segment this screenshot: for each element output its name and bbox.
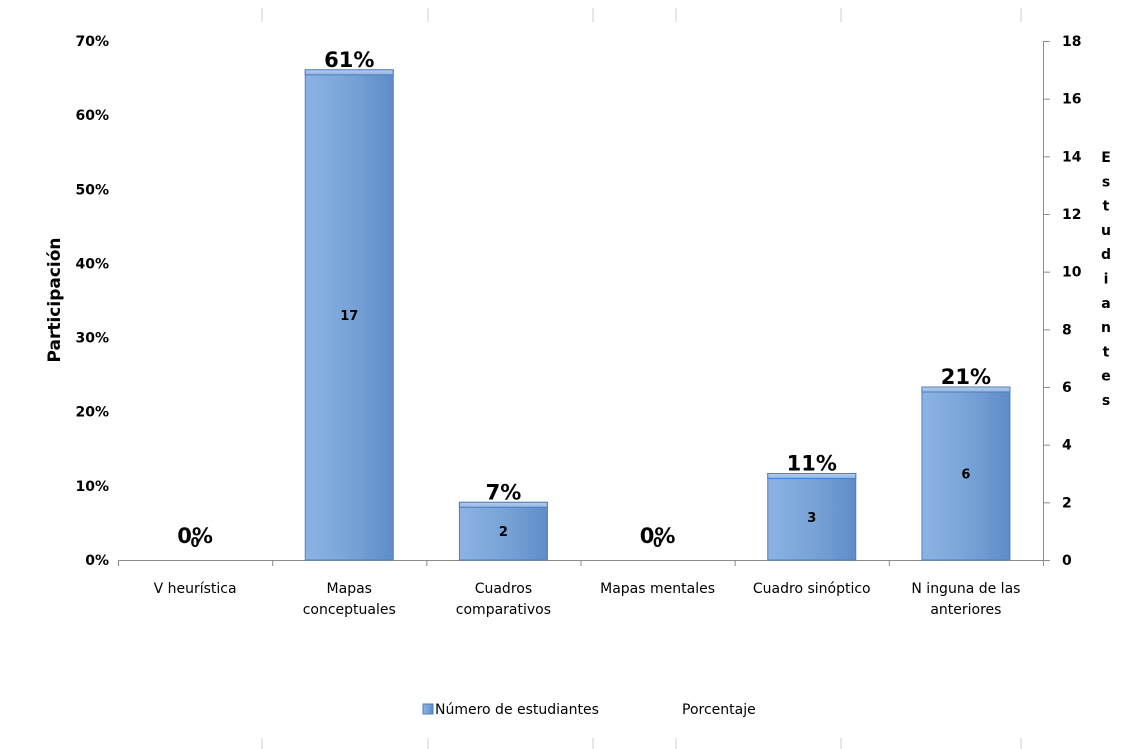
y2-axis-label-letter: e [1101, 369, 1111, 385]
y2-axis-label-letter: d [1101, 247, 1111, 263]
count-label: 0 [653, 536, 662, 551]
x-tick-label: Cuadros [475, 581, 532, 597]
y2-tick-label: 8 [1062, 322, 1072, 338]
count-label: 3 [807, 511, 816, 526]
count-label: 2 [499, 525, 508, 540]
y2-tick-label: 4 [1062, 438, 1072, 454]
x-tick-label: V heurística [154, 581, 237, 597]
percent-label: 11% [787, 452, 837, 476]
y2-axis-label-letter: u [1101, 223, 1111, 239]
legend-label-porcentaje: Porcentaje [682, 702, 756, 718]
x-tick-label: N inguna de las [911, 581, 1020, 597]
y2-axis-label-letter: s [1102, 393, 1110, 409]
y2-tick-label: 2 [1062, 495, 1072, 511]
x-tick-label: comparativos [456, 602, 551, 618]
y2-tick-label: 18 [1062, 34, 1081, 50]
y2-tick-label: 10 [1062, 265, 1082, 281]
y2-axis-label-letter: s [1102, 174, 1110, 190]
x-tick-label: conceptuales [303, 602, 396, 618]
y2-tick-label: 16 [1062, 92, 1081, 108]
count-label: 17 [340, 309, 358, 324]
y-tick-label: 40% [75, 256, 109, 272]
y-tick-label: 20% [75, 405, 109, 421]
bar-cap [458, 501, 548, 508]
y2-axis-label-letter: n [1101, 320, 1111, 336]
y2-axis-label-letter: t [1103, 199, 1110, 215]
x-tick-label: Mapas mentales [600, 581, 715, 597]
y-tick-label: 60% [75, 108, 109, 124]
x-tick-label: Cuadro sinóptico [753, 581, 871, 597]
y2-tick-label: 6 [1062, 380, 1072, 396]
legend-swatch-estudiantes [422, 703, 434, 715]
bar [458, 501, 548, 561]
bars [304, 69, 1011, 561]
y2-axis-label-letter: i [1104, 272, 1109, 288]
y-axis-label: Participación [45, 237, 65, 362]
bar-cap [304, 69, 394, 76]
legend-label-estudiantes: Número de estudiantes [435, 702, 599, 718]
bar [921, 386, 1011, 561]
percent-label: 0% [640, 524, 676, 548]
y2-tick-label: 14 [1062, 149, 1082, 165]
bar [767, 473, 857, 561]
legend: Número de estudiantes Porcentaje [422, 702, 756, 718]
percent-label: 61% [324, 48, 374, 72]
percent-label: 21% [941, 365, 991, 389]
bar-cap [767, 473, 857, 479]
bar-cap [921, 386, 1011, 393]
y-tick-label: 30% [75, 331, 109, 347]
percent-label: 7% [486, 480, 522, 504]
axes: 0%10%20%30%40%50%60%70%024681012141618V … [75, 34, 1081, 618]
x-tick-label: Mapas [327, 581, 372, 597]
y-tick-label: 70% [75, 34, 109, 50]
y-tick-label: 50% [75, 182, 109, 198]
x-tick-label: anteriores [930, 602, 1001, 618]
y2-axis-label-letter: t [1103, 344, 1110, 360]
y-tick-label: 0% [85, 553, 109, 569]
y-tick-label: 10% [75, 479, 109, 495]
decorative-ticks [261, 8, 1022, 749]
count-label: 0 [191, 536, 200, 551]
y2-tick-label: 12 [1062, 207, 1081, 223]
y2-axis-label-letter: E [1101, 150, 1111, 166]
count-label: 6 [961, 468, 970, 483]
y2-tick-label: 0 [1062, 553, 1072, 569]
y2-axis-label-letter: a [1101, 296, 1110, 312]
bar [304, 69, 394, 561]
percent-label: 0% [177, 524, 213, 548]
